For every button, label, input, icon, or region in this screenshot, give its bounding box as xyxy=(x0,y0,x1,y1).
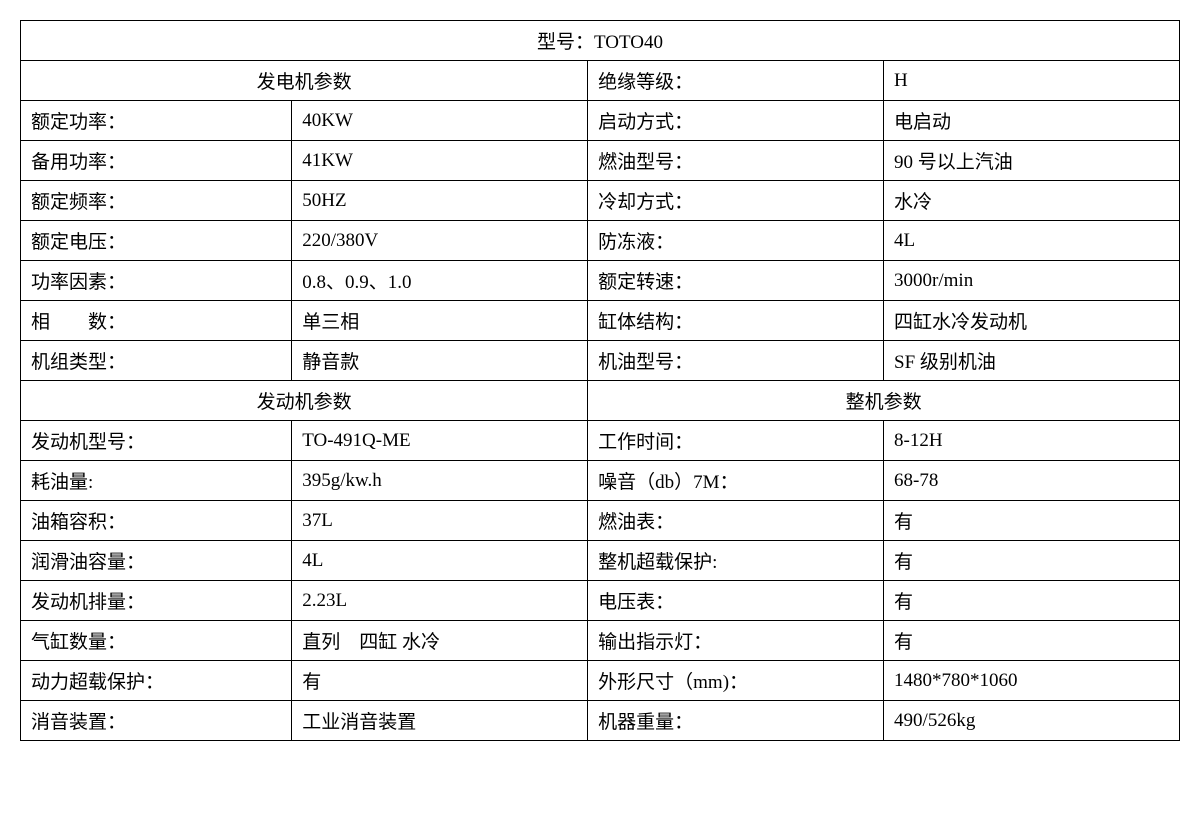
spec-label: 机油型号： xyxy=(588,341,884,381)
specification-table: 型号：TOTO40 发电机参数 绝缘等级： H 额定功率： 40KW 启动方式：… xyxy=(20,20,1180,741)
spec-value: 4L xyxy=(884,221,1180,261)
spec-value: 工业消音装置 xyxy=(292,701,588,741)
spec-value: 90 号以上汽油 xyxy=(884,141,1180,181)
table-row: 备用功率： 41KW 燃油型号： 90 号以上汽油 xyxy=(21,141,1180,181)
spec-value: 8-12H xyxy=(884,421,1180,461)
spec-value: 50HZ xyxy=(292,181,588,221)
table-row: 相 数： 单三相 缸体结构： 四缸水冷发动机 xyxy=(21,301,1180,341)
spec-value: 395g/kw.h xyxy=(292,461,588,501)
engine-section-header: 发动机参数 xyxy=(21,381,588,421)
spec-label: 气缸数量： xyxy=(21,621,292,661)
spec-label: 噪音（db）7M： xyxy=(588,461,884,501)
spec-label: 整机超载保护: xyxy=(588,541,884,581)
spec-label: 备用功率： xyxy=(21,141,292,181)
spec-value: 490/526kg xyxy=(884,701,1180,741)
table-row: 油箱容积： 37L 燃油表： 有 xyxy=(21,501,1180,541)
spec-label: 发动机排量： xyxy=(21,581,292,621)
table-row: 发动机排量： 2.23L 电压表： 有 xyxy=(21,581,1180,621)
spec-label: 额定电压： xyxy=(21,221,292,261)
spec-label: 机组类型： xyxy=(21,341,292,381)
spec-label: 燃油表： xyxy=(588,501,884,541)
table-row: 动力超载保护： 有 外形尺寸（mm)： 1480*780*1060 xyxy=(21,661,1180,701)
spec-label: 输出指示灯： xyxy=(588,621,884,661)
spec-value: 有 xyxy=(884,621,1180,661)
spec-value: 直列 四缸 水冷 xyxy=(292,621,588,661)
table-row: 消音装置： 工业消音装置 机器重量： 490/526kg xyxy=(21,701,1180,741)
spec-value: 68-78 xyxy=(884,461,1180,501)
table-row: 额定功率： 40KW 启动方式： 电启动 xyxy=(21,101,1180,141)
spec-value: 41KW xyxy=(292,141,588,181)
spec-value: 静音款 xyxy=(292,341,588,381)
spec-label: 额定功率： xyxy=(21,101,292,141)
spec-label: 额定频率： xyxy=(21,181,292,221)
model-title: 型号：TOTO40 xyxy=(21,21,1180,61)
spec-label: 相 数： xyxy=(21,301,292,341)
spec-value: 4L xyxy=(292,541,588,581)
spec-label: 耗油量: xyxy=(21,461,292,501)
spec-value: 有 xyxy=(884,541,1180,581)
spec-value: 1480*780*1060 xyxy=(884,661,1180,701)
spec-label: 启动方式： xyxy=(588,101,884,141)
spec-label: 功率因素： xyxy=(21,261,292,301)
spec-value: 水冷 xyxy=(884,181,1180,221)
table-row: 功率因素： 0.8、0.9、1.0 额定转速： 3000r/min xyxy=(21,261,1180,301)
spec-label: 润滑油容量： xyxy=(21,541,292,581)
spec-value: 有 xyxy=(884,581,1180,621)
spec-value: 有 xyxy=(292,661,588,701)
table-row: 耗油量: 395g/kw.h 噪音（db）7M： 68-78 xyxy=(21,461,1180,501)
spec-label: 电压表： xyxy=(588,581,884,621)
spec-label: 外形尺寸（mm)： xyxy=(588,661,884,701)
spec-value: 3000r/min xyxy=(884,261,1180,301)
spec-label: 缸体结构： xyxy=(588,301,884,341)
spec-value: 电启动 xyxy=(884,101,1180,141)
generator-section-header: 发电机参数 xyxy=(21,61,588,101)
spec-label: 油箱容积： xyxy=(21,501,292,541)
spec-label: 额定转速： xyxy=(588,261,884,301)
spec-label: 机器重量： xyxy=(588,701,884,741)
spec-value: 220/380V xyxy=(292,221,588,261)
machine-section-header: 整机参数 xyxy=(588,381,1180,421)
table-row: 额定电压： 220/380V 防冻液： 4L xyxy=(21,221,1180,261)
section-row-1: 发电机参数 绝缘等级： H xyxy=(21,61,1180,101)
spec-label: 消音装置： xyxy=(21,701,292,741)
spec-value: SF 级别机油 xyxy=(884,341,1180,381)
spec-label: 防冻液： xyxy=(588,221,884,261)
spec-label: 工作时间： xyxy=(588,421,884,461)
table-row: 气缸数量： 直列 四缸 水冷 输出指示灯： 有 xyxy=(21,621,1180,661)
table-row: 额定频率： 50HZ 冷却方式： 水冷 xyxy=(21,181,1180,221)
spec-value: 40KW xyxy=(292,101,588,141)
spec-label: 燃油型号： xyxy=(588,141,884,181)
model-label: 型号： xyxy=(537,32,594,53)
title-row: 型号：TOTO40 xyxy=(21,21,1180,61)
table-row: 发动机型号： TO-491Q-ME 工作时间： 8-12H xyxy=(21,421,1180,461)
spec-label: 发动机型号： xyxy=(21,421,292,461)
spec-value: 有 xyxy=(884,501,1180,541)
insulation-value: H xyxy=(884,61,1180,101)
insulation-label: 绝缘等级： xyxy=(588,61,884,101)
spec-label: 动力超载保护： xyxy=(21,661,292,701)
table-row: 润滑油容量： 4L 整机超载保护: 有 xyxy=(21,541,1180,581)
model-value: TOTO40 xyxy=(594,32,663,53)
spec-value: TO-491Q-ME xyxy=(292,421,588,461)
spec-value: 四缸水冷发动机 xyxy=(884,301,1180,341)
spec-value: 单三相 xyxy=(292,301,588,341)
table-row: 机组类型： 静音款 机油型号： SF 级别机油 xyxy=(21,341,1180,381)
spec-value: 37L xyxy=(292,501,588,541)
section-row-2: 发动机参数 整机参数 xyxy=(21,381,1180,421)
spec-value: 0.8、0.9、1.0 xyxy=(292,261,588,301)
spec-value: 2.23L xyxy=(292,581,588,621)
spec-label: 冷却方式： xyxy=(588,181,884,221)
